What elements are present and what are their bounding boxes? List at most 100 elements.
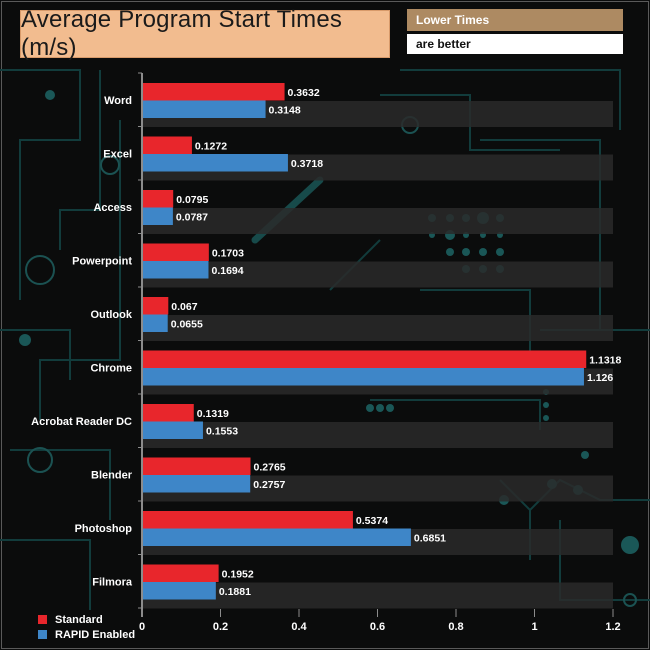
- circuit-ring: [25, 255, 55, 285]
- row-band: [142, 582, 613, 609]
- category-label: Acrobat Reader DC: [31, 416, 132, 428]
- value-label: 0.3632: [288, 87, 320, 99]
- bar-rapid: [142, 100, 266, 118]
- bar-rapid: [142, 314, 168, 332]
- circuit-trace: [370, 399, 541, 430]
- bar-rapid: [142, 261, 209, 279]
- value-label: 0.067: [171, 301, 197, 313]
- circuit-trace: [400, 69, 621, 130]
- circuit-pad: [45, 90, 55, 100]
- value-label: 0.0787: [176, 211, 208, 223]
- category-label: Powerpoint: [72, 256, 132, 268]
- x-tick-label: 1.2: [605, 621, 620, 633]
- row-band: [142, 422, 613, 448]
- value-label: 0.0795: [176, 194, 208, 206]
- value-label: 0.2765: [254, 461, 286, 473]
- x-tick-label: 0.8: [448, 621, 463, 633]
- legend-swatch-rapid: [38, 630, 47, 639]
- circuit-trace: [0, 539, 91, 610]
- bar-rapid: [142, 475, 251, 493]
- value-label: 1.1318: [589, 354, 621, 366]
- value-label: 0.3148: [269, 104, 301, 116]
- circuit-pad: [462, 248, 470, 256]
- bar-rapid: [142, 207, 173, 225]
- category-label: Blender: [91, 470, 133, 482]
- value-label: 0.1703: [212, 247, 244, 259]
- chart-title-box: Average Program Start Times (m/s): [20, 6, 390, 61]
- row-band: [142, 208, 613, 234]
- category-label: Excel: [103, 149, 132, 161]
- bar-standard: [142, 350, 587, 368]
- x-tick-label: 0.2: [213, 621, 228, 633]
- circuit-trace: [39, 120, 121, 420]
- circuit-pad: [366, 404, 374, 412]
- circuit-trace: [0, 329, 71, 380]
- bar-standard: [142, 243, 209, 261]
- x-tick-label: 0.4: [291, 621, 307, 633]
- legend-label-rapid: RAPID Enabled: [55, 628, 136, 641]
- legend: Standard RAPID Enabled: [38, 612, 135, 642]
- legend-label-standard: Standard: [55, 613, 103, 626]
- bar-rapid: [142, 421, 203, 439]
- value-label: 0.3718: [291, 158, 323, 170]
- circuit-pad: [621, 536, 639, 554]
- value-label: 0.1881: [219, 586, 251, 598]
- bar-standard: [142, 404, 194, 422]
- legend-item-standard: Standard: [38, 612, 135, 627]
- value-label: 0.1952: [222, 568, 254, 580]
- bar-rapid: [142, 582, 216, 600]
- legend-item-rapid: RAPID Enabled: [38, 627, 135, 642]
- circuit-pad: [581, 451, 589, 459]
- category-label: Chrome: [90, 363, 132, 375]
- bar-standard: [142, 457, 251, 475]
- category-label: Photoshop: [75, 523, 133, 535]
- category-label: Access: [93, 202, 132, 214]
- value-label: 0.6851: [414, 532, 446, 544]
- value-label: 0.5374: [356, 515, 388, 527]
- value-label: 0.0655: [171, 318, 203, 330]
- value-label: 0.1694: [211, 265, 243, 277]
- category-label: Word: [104, 95, 132, 107]
- circuit-trace: [59, 70, 101, 250]
- note-are-better: are better: [407, 34, 623, 54]
- category-label: Outlook: [90, 309, 132, 321]
- circuit-trace: [0, 69, 81, 300]
- circuit-pad: [543, 402, 549, 408]
- value-label: 0.1272: [195, 140, 227, 152]
- legend-swatch-standard: [38, 615, 47, 624]
- row-band: [142, 315, 613, 341]
- circuit-ring: [623, 593, 637, 607]
- circuit-ring: [27, 447, 53, 473]
- value-label: 1.126: [587, 372, 613, 384]
- x-tick-label: 0: [139, 621, 145, 633]
- value-label: 0.1553: [206, 425, 238, 437]
- bar-rapid: [142, 528, 411, 546]
- bar-rapid: [142, 368, 584, 386]
- x-tick-label: 0.6: [370, 621, 385, 633]
- row-band: [142, 261, 613, 288]
- bar-standard: [142, 564, 219, 582]
- bar-standard: [142, 297, 169, 315]
- circuit-ring: [100, 155, 120, 175]
- circuit-pad: [386, 404, 394, 412]
- x-tick-label: 1: [531, 621, 537, 633]
- category-label: Filmora: [92, 577, 133, 589]
- circuit-pad: [479, 248, 487, 256]
- note-lower-times: Lower Times: [407, 9, 623, 31]
- bar-standard: [142, 83, 285, 101]
- bar-standard: [142, 190, 174, 208]
- chart-title: Average Program Start Times (m/s): [21, 6, 343, 61]
- bar-rapid: [142, 154, 288, 172]
- circuit-pad: [19, 334, 31, 346]
- circuit-pad: [543, 415, 549, 421]
- circuit-trace: [10, 449, 111, 520]
- bar-standard: [142, 136, 192, 154]
- value-label: 0.1319: [197, 408, 229, 420]
- bar-standard: [142, 511, 353, 529]
- value-label: 0.2757: [253, 479, 285, 491]
- circuit-pad: [446, 248, 454, 256]
- circuit-pad: [376, 404, 384, 412]
- circuit-pad: [496, 248, 504, 256]
